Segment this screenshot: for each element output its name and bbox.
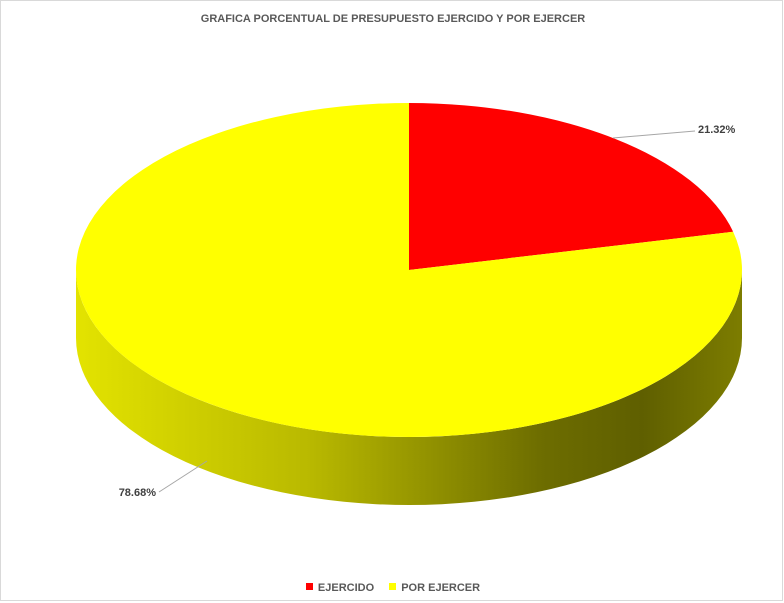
pie-slice-por-ejercer [76, 103, 742, 438]
pie-slice-ejercido [409, 103, 734, 270]
pie-data-labels: 21.32% 78.68% [119, 124, 736, 499]
legend-label-por-ejercer: POR EJERCER [401, 582, 481, 594]
data-label-por-ejercer: 78.68% [119, 487, 157, 499]
leader-line-ejercido [612, 130, 696, 139]
pie-side-wall [76, 270, 742, 505]
data-label-ejercido: 21.32% [698, 124, 736, 136]
legend-item-ejercido: EJERCIDO [305, 582, 375, 594]
pie-side-por-ejercer [76, 270, 742, 505]
legend-swatch-ejercido [305, 583, 313, 590]
leader-line-por-ejercer [158, 460, 208, 493]
chart-title: GRAFICA PORCENTUAL DE PRESUPUESTO EJERCI… [200, 13, 586, 25]
pie-slices [76, 103, 742, 438]
legend-label-ejercido: EJERCIDO [317, 582, 375, 594]
legend: EJERCIDO POR EJERCER [1, 582, 784, 594]
legend-item-por-ejercer: POR EJERCER [389, 582, 480, 594]
legend-swatch-por-ejercer [389, 583, 397, 590]
